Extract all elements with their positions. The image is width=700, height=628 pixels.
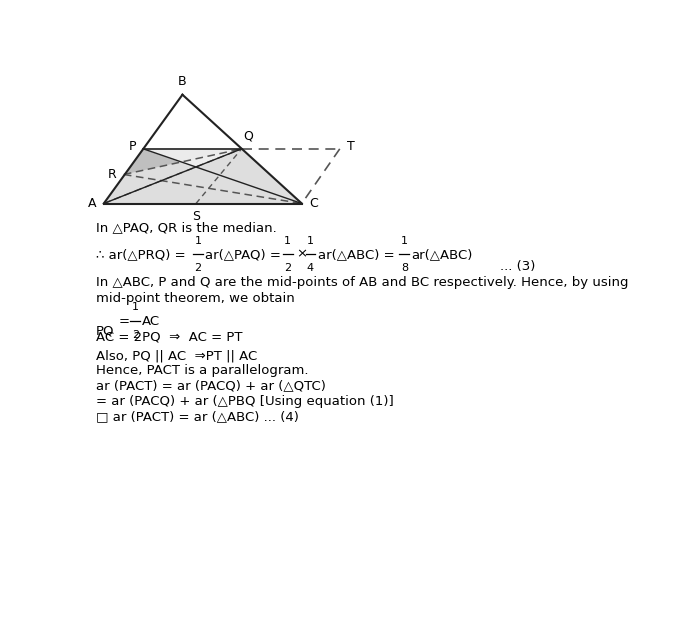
Text: =: = — [118, 315, 130, 328]
Text: ∴ ar(△PRQ) =: ∴ ar(△PRQ) = — [96, 248, 190, 261]
Text: 1: 1 — [401, 236, 408, 246]
Text: ar(△PAQ) =: ar(△PAQ) = — [205, 248, 286, 261]
Text: AC = 2PQ  ⇒  AC = PT: AC = 2PQ ⇒ AC = PT — [96, 331, 242, 344]
Text: B: B — [178, 75, 187, 89]
Text: Hence, PACT is a parallelogram.: Hence, PACT is a parallelogram. — [96, 364, 308, 377]
Text: = ar (PACQ) + ar (△PBQ [Using equation (1)]: = ar (PACQ) + ar (△PBQ [Using equation (… — [96, 395, 393, 408]
Text: In △PAQ, QR is the median.: In △PAQ, QR is the median. — [96, 221, 276, 234]
Polygon shape — [104, 149, 302, 203]
Text: 2: 2 — [195, 263, 202, 273]
Text: PQ: PQ — [96, 324, 114, 337]
Text: C: C — [309, 197, 318, 210]
Text: In △ABC, P and Q are the mid-points of AB and BC respectively. Hence, by using: In △ABC, P and Q are the mid-points of A… — [96, 276, 628, 289]
Text: mid-point theorem, we obtain: mid-point theorem, we obtain — [96, 292, 295, 305]
Text: AC: AC — [142, 315, 160, 328]
Text: ar (PACT) = ar (PACQ) + ar (△QTC): ar (PACT) = ar (PACQ) + ar (△QTC) — [96, 379, 326, 392]
Text: ×: × — [296, 248, 307, 261]
Text: ... (3): ... (3) — [500, 260, 536, 273]
Text: 8: 8 — [401, 263, 408, 273]
Text: 1: 1 — [284, 236, 291, 246]
Text: 4: 4 — [307, 263, 314, 273]
Text: Q: Q — [244, 129, 253, 143]
Text: R: R — [108, 168, 117, 181]
Text: Also, PQ || AC  ⇒PT || AC: Also, PQ || AC ⇒PT || AC — [96, 349, 257, 362]
Text: 2: 2 — [132, 330, 139, 340]
Text: 1: 1 — [195, 236, 202, 246]
Text: S: S — [192, 210, 200, 223]
Text: P: P — [129, 140, 137, 153]
Text: T: T — [346, 140, 355, 153]
Text: 1: 1 — [307, 236, 314, 246]
Text: 1: 1 — [132, 302, 139, 312]
Polygon shape — [144, 149, 242, 168]
Text: A: A — [88, 197, 97, 210]
Polygon shape — [124, 149, 242, 175]
Text: ar(△ABC) =: ar(△ABC) = — [318, 248, 398, 261]
Text: 2: 2 — [284, 263, 291, 273]
Text: □ ar (PACT) = ar (△ABC) ... (4): □ ar (PACT) = ar (△ABC) ... (4) — [96, 410, 298, 423]
Text: ar(△ABC): ar(△ABC) — [412, 248, 472, 261]
